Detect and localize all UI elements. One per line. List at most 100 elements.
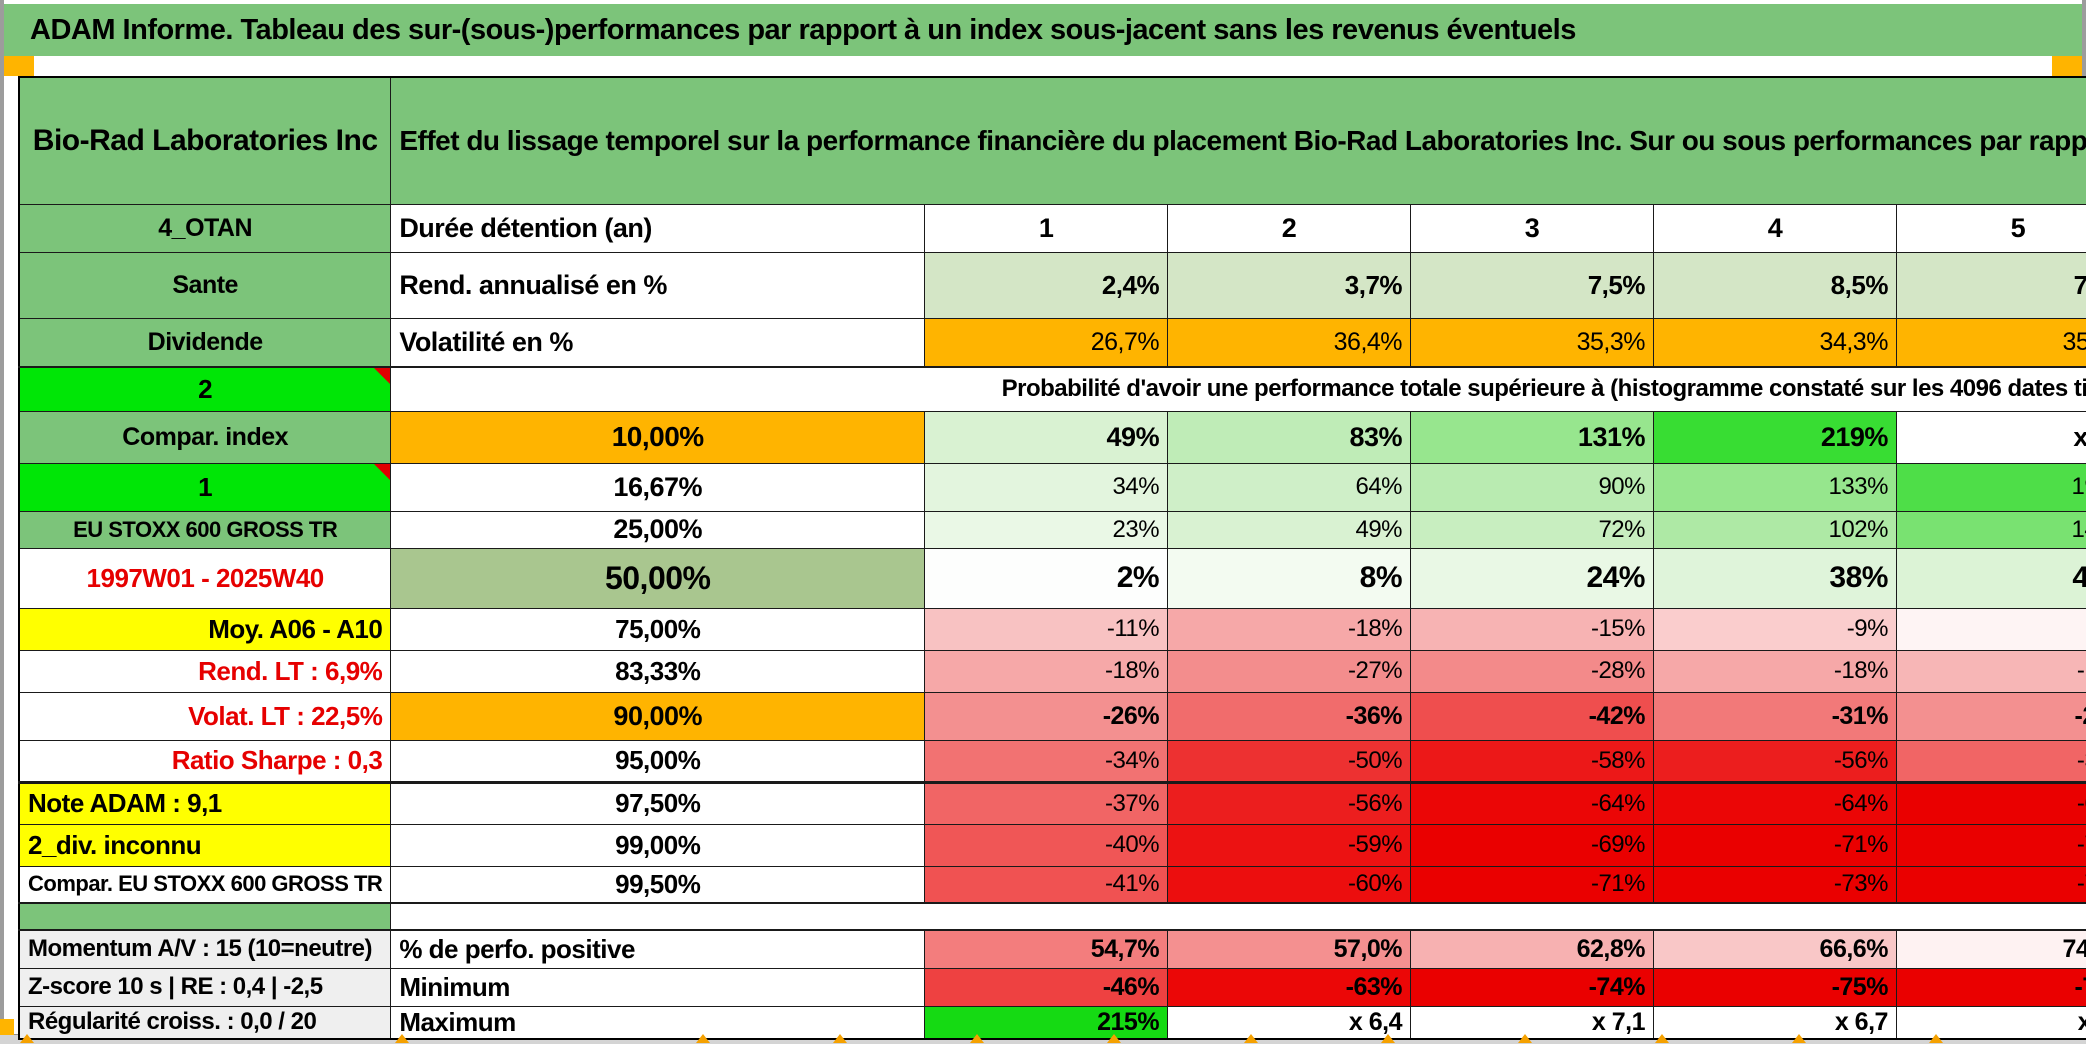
data-cell[interactable]: x 7,1: [1410, 1005, 1654, 1039]
description-cell[interactable]: Effet du lissage temporel sur la perform…: [390, 76, 2086, 205]
row-label[interactable]: 2_div. inconnu: [18, 823, 392, 867]
data-cell[interactable]: -1%: [1895, 607, 2086, 651]
separator-green-cell[interactable]: [18, 902, 392, 931]
data-cell[interactable]: 3: [1410, 203, 1654, 253]
param-cell[interactable]: Durée détention (an): [390, 203, 926, 253]
data-cell[interactable]: -63%: [1167, 967, 1412, 1007]
param-cell[interactable]: Minimum: [390, 967, 926, 1007]
row-label[interactable]: Momentum A/V : 15 (10=neutre): [18, 929, 392, 969]
merged-probability-cell[interactable]: Probabilité d'avoir une performance tota…: [390, 366, 2086, 412]
data-cell[interactable]: -14%: [1895, 649, 2086, 693]
data-cell[interactable]: 215%: [924, 1005, 1169, 1039]
data-cell[interactable]: -71%: [1895, 823, 2086, 867]
data-cell[interactable]: 57,0%: [1167, 929, 1412, 969]
row-label[interactable]: Note ADAM : 9,1: [18, 780, 392, 825]
data-cell[interactable]: 35,3%: [1410, 317, 1654, 368]
data-cell[interactable]: 219%: [1652, 410, 1897, 464]
data-cell[interactable]: -64%: [1410, 780, 1654, 825]
data-cell[interactable]: -75%: [1652, 967, 1897, 1007]
param-cell[interactable]: 95,00%: [390, 739, 926, 783]
data-cell[interactable]: -36%: [1167, 691, 1412, 741]
data-cell[interactable]: -74%: [1410, 967, 1654, 1007]
param-cell[interactable]: % de perfo. positive: [390, 929, 926, 969]
data-cell[interactable]: 3,7%: [1167, 251, 1412, 319]
data-cell[interactable]: -28%: [1410, 649, 1654, 693]
data-cell[interactable]: x 6,1: [1895, 1005, 2086, 1039]
data-cell[interactable]: -37%: [1895, 739, 2086, 783]
row-label[interactable]: 1997W01 - 2025W40: [18, 547, 392, 609]
data-cell[interactable]: 38%: [1652, 547, 1897, 609]
row-label[interactable]: Moy. A06 - A10: [18, 607, 392, 651]
data-cell[interactable]: 62,8%: [1410, 929, 1654, 969]
data-cell[interactable]: -18%: [924, 649, 1169, 693]
data-cell[interactable]: -72%: [1895, 865, 2086, 904]
row-label[interactable]: 2: [18, 366, 392, 412]
param-cell[interactable]: 97,50%: [390, 780, 926, 825]
param-cell[interactable]: 83,33%: [390, 649, 926, 693]
data-cell[interactable]: -26%: [924, 691, 1169, 741]
param-cell[interactable]: 99,00%: [390, 823, 926, 867]
data-cell[interactable]: -59%: [1167, 823, 1412, 867]
data-cell[interactable]: x 6,4: [1167, 1005, 1412, 1039]
row-label[interactable]: Ratio Sharpe : 0,3: [18, 739, 392, 783]
data-cell[interactable]: 2,4%: [924, 251, 1169, 319]
data-cell[interactable]: 23%: [924, 510, 1169, 549]
data-cell[interactable]: 133%: [1652, 462, 1897, 512]
data-cell[interactable]: -58%: [1410, 739, 1654, 783]
data-cell[interactable]: 195%: [1895, 462, 2086, 512]
data-cell[interactable]: -18%: [1652, 649, 1897, 693]
data-cell[interactable]: -27%: [1167, 649, 1412, 693]
data-cell[interactable]: 2: [1167, 203, 1412, 253]
data-cell[interactable]: -60%: [1167, 865, 1412, 904]
data-cell[interactable]: 8%: [1167, 547, 1412, 609]
data-cell[interactable]: 35,4%: [1895, 317, 2086, 368]
param-cell[interactable]: 75,00%: [390, 607, 926, 651]
data-cell[interactable]: -34%: [924, 739, 1169, 783]
data-cell[interactable]: 4: [1652, 203, 1897, 253]
data-cell[interactable]: 36,4%: [1167, 317, 1412, 368]
data-cell[interactable]: 34,3%: [1652, 317, 1897, 368]
data-cell[interactable]: -56%: [1167, 780, 1412, 825]
data-cell[interactable]: 49%: [1167, 510, 1412, 549]
row-label[interactable]: Régularité croiss. : 0,0 / 20: [18, 1005, 392, 1039]
data-cell[interactable]: -26%: [1895, 691, 2086, 741]
data-cell[interactable]: 72%: [1410, 510, 1654, 549]
data-cell[interactable]: 34%: [924, 462, 1169, 512]
param-cell[interactable]: 90,00%: [390, 691, 926, 741]
row-label[interactable]: 4_OTAN: [18, 203, 392, 253]
data-cell[interactable]: -31%: [1652, 691, 1897, 741]
param-cell[interactable]: Volatilité en %: [390, 317, 926, 368]
data-cell[interactable]: -15%: [1410, 607, 1654, 651]
data-cell[interactable]: -64%: [1652, 780, 1897, 825]
row-label[interactable]: Volat. LT : 22,5%: [18, 691, 392, 741]
data-cell[interactable]: 1: [924, 203, 1169, 253]
data-cell[interactable]: -71%: [1410, 865, 1654, 904]
row-label[interactable]: 1: [18, 462, 392, 512]
data-cell[interactable]: 26,7%: [924, 317, 1169, 368]
data-cell[interactable]: -71%: [1652, 823, 1897, 867]
data-cell[interactable]: 90%: [1410, 462, 1654, 512]
data-cell[interactable]: -66%: [1895, 780, 2086, 825]
data-cell[interactable]: -9%: [1652, 607, 1897, 651]
data-cell[interactable]: 24%: [1410, 547, 1654, 609]
param-cell[interactable]: 99,50%: [390, 865, 926, 904]
data-cell[interactable]: 64%: [1167, 462, 1412, 512]
data-cell[interactable]: -40%: [924, 823, 1169, 867]
data-cell[interactable]: -73%: [1652, 865, 1897, 904]
param-cell[interactable]: 50,00%: [390, 547, 926, 609]
data-cell[interactable]: 2%: [924, 547, 1169, 609]
row-label[interactable]: Z-score 10 s | RE : 0,4 | -2,5: [18, 967, 392, 1007]
data-cell[interactable]: -46%: [924, 967, 1169, 1007]
data-cell[interactable]: 8,5%: [1652, 251, 1897, 319]
row-label[interactable]: Rend. LT : 6,9%: [18, 649, 392, 693]
data-cell[interactable]: -76%: [1895, 967, 2086, 1007]
row-label[interactable]: EU STOXX 600 GROSS TR: [18, 510, 392, 549]
data-cell[interactable]: x 6,7: [1652, 1005, 1897, 1039]
param-cell[interactable]: Rend. annualisé en %: [390, 251, 926, 319]
data-cell[interactable]: x 3,6: [1895, 410, 2086, 464]
data-cell[interactable]: -11%: [924, 607, 1169, 651]
row-label[interactable]: Compar. index: [18, 410, 392, 464]
data-cell[interactable]: -18%: [1167, 607, 1412, 651]
data-cell[interactable]: 74,4%: [1895, 929, 2086, 969]
data-cell[interactable]: 66,6%: [1652, 929, 1897, 969]
